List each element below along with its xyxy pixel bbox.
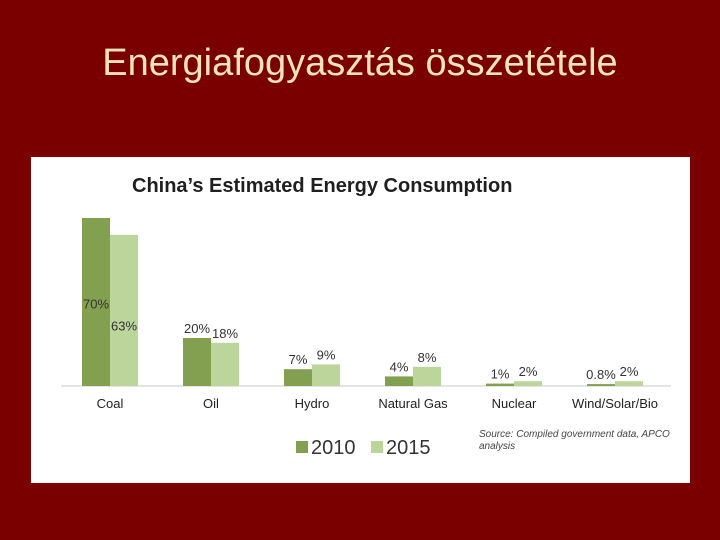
legend-swatch-2015 xyxy=(371,441,383,453)
bar-nuclear-2015 xyxy=(514,381,542,386)
bar-wind-solar-bio-2015 xyxy=(615,381,643,386)
bar-wind-solar-bio-2010 xyxy=(587,384,615,386)
bar-natural-gas-2010 xyxy=(385,376,413,386)
data-label-natural-gas-2010: 4% xyxy=(390,359,409,374)
data-label-hydro-2015: 9% xyxy=(317,347,336,362)
data-label-natural-gas-2015: 8% xyxy=(418,350,437,365)
chart-title: China’s Estimated Energy Consumption xyxy=(132,175,512,197)
data-label-nuclear-2010: 1% xyxy=(491,367,510,382)
category-label-hydro: Hydro xyxy=(295,396,330,411)
legend-label-2010: 2010 xyxy=(311,437,356,459)
chart-panel: China’s Estimated Energy Consumption 70%… xyxy=(31,157,690,483)
legend-label-2015: 2015 xyxy=(386,437,431,459)
bar-hydro-2015 xyxy=(312,364,340,386)
source-note: Source: Compiled government data, APCO a… xyxy=(479,429,670,452)
category-label-oil: Oil xyxy=(203,396,219,411)
data-label-wind-solar-bio-2015: 2% xyxy=(620,364,639,379)
bar-coal-2015 xyxy=(110,234,138,386)
category-label-wind-solar-bio: Wind/Solar/Bio xyxy=(572,396,658,411)
slide-title: Energiafogyasztás összetétele xyxy=(102,42,618,84)
category-label-coal: Coal xyxy=(97,396,124,411)
bar-hydro-2010 xyxy=(284,369,312,386)
data-label-coal-2010: 70% xyxy=(83,297,109,312)
bar-oil-2015 xyxy=(211,342,239,386)
data-label-wind-solar-bio-2010: 0.8% xyxy=(586,367,616,382)
bar-nuclear-2010 xyxy=(486,383,514,386)
data-label-oil-2015: 18% xyxy=(212,326,238,341)
energy-consumption-chart: China’s Estimated Energy Consumption 70%… xyxy=(61,175,671,459)
data-label-hydro-2010: 7% xyxy=(289,352,308,367)
category-label-natural-gas: Natural Gas xyxy=(378,396,448,411)
legend-swatch-2010 xyxy=(296,441,308,453)
bar-coal-2010 xyxy=(82,218,110,386)
category-label-nuclear: Nuclear xyxy=(492,396,537,411)
data-label-coal-2015: 63% xyxy=(111,319,137,334)
bar-oil-2010 xyxy=(183,338,211,386)
bar-natural-gas-2015 xyxy=(413,366,441,386)
data-label-nuclear-2015: 2% xyxy=(519,364,538,379)
data-label-oil-2010: 20% xyxy=(184,321,210,336)
